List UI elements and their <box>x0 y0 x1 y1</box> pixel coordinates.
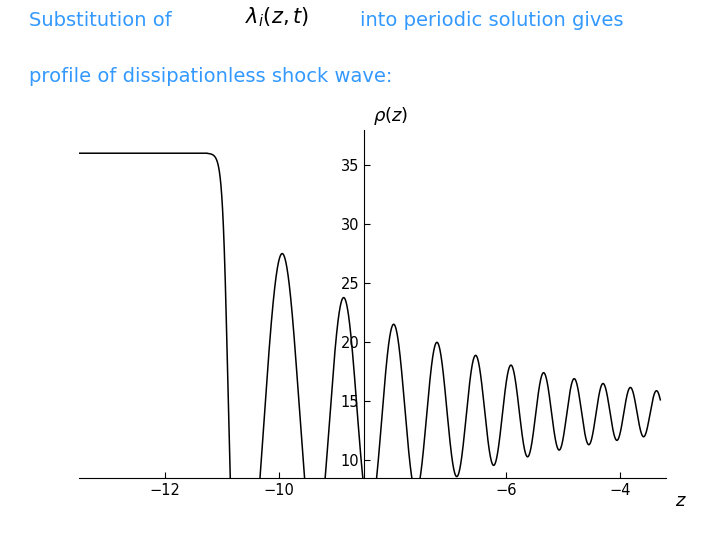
Text: into periodic solution gives: into periodic solution gives <box>360 11 624 30</box>
Text: $\rho(z)$: $\rho(z)$ <box>373 105 408 127</box>
Text: Substitution of: Substitution of <box>29 11 171 30</box>
Text: profile of dissipationless shock wave:: profile of dissipationless shock wave: <box>29 67 392 86</box>
Text: $z$: $z$ <box>675 492 686 510</box>
Text: $\lambda_i(z,t)$: $\lambda_i(z,t)$ <box>245 5 309 29</box>
